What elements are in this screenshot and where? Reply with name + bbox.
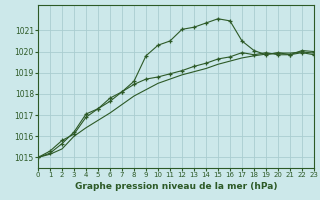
X-axis label: Graphe pression niveau de la mer (hPa): Graphe pression niveau de la mer (hPa) — [75, 182, 277, 191]
